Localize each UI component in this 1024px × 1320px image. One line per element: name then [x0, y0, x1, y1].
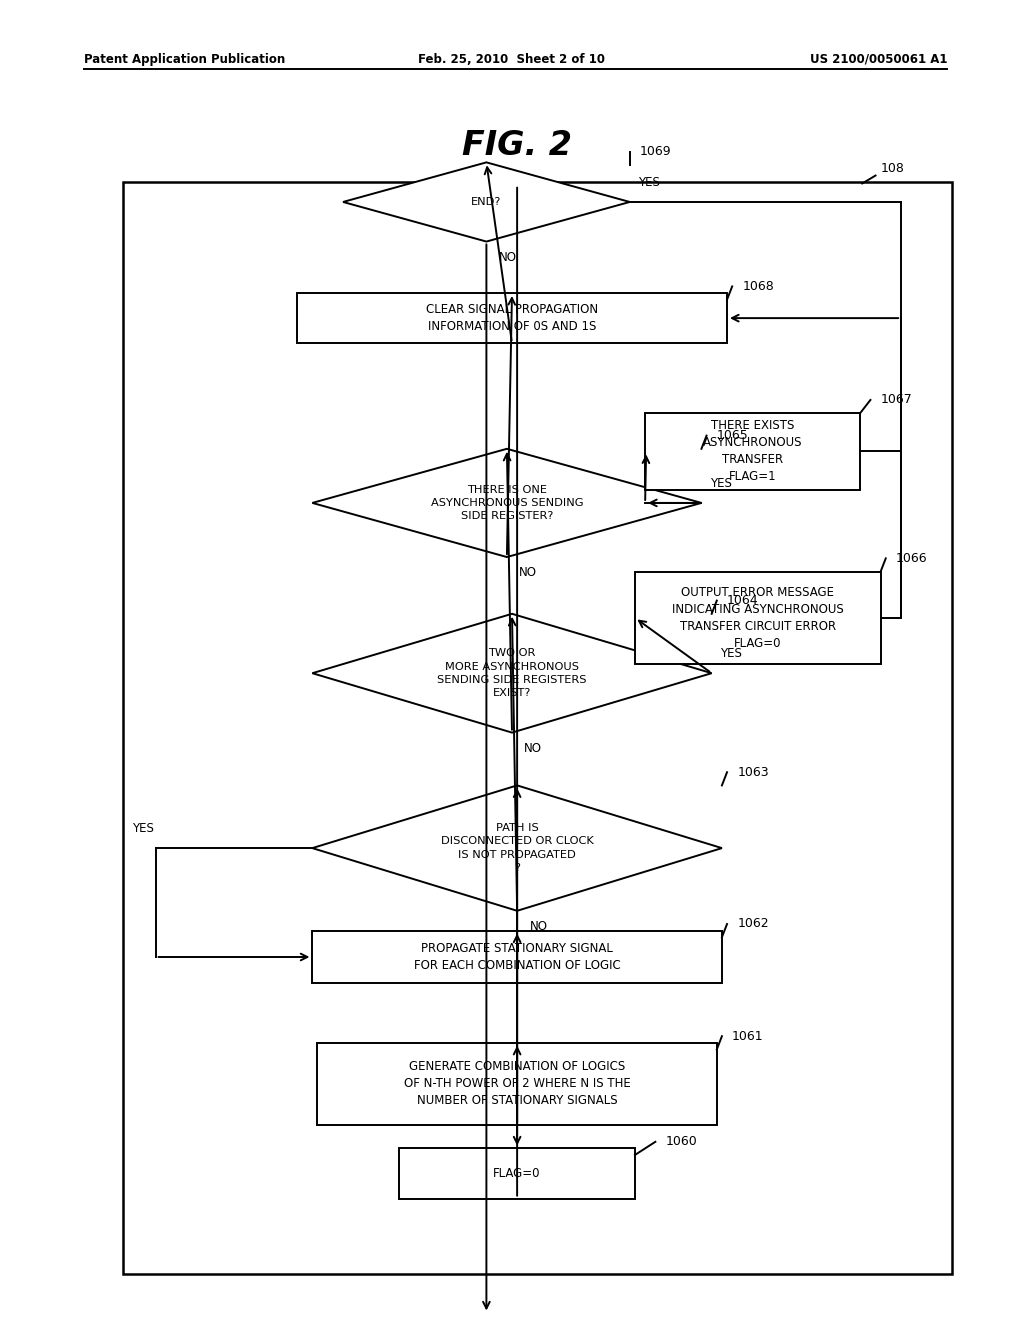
Text: THERE EXISTS
ASYNCHRONOUS
TRANSFER
FLAG=1: THERE EXISTS ASYNCHRONOUS TRANSFER FLAG=… — [702, 420, 803, 483]
Text: US 2100/0050061 A1: US 2100/0050061 A1 — [810, 53, 947, 66]
Text: 1066: 1066 — [896, 552, 928, 565]
Text: THERE IS ONE
ASYNCHRONOUS SENDING
SIDE REGISTER?: THERE IS ONE ASYNCHRONOUS SENDING SIDE R… — [431, 484, 583, 521]
Text: 1063: 1063 — [737, 766, 769, 779]
Polygon shape — [312, 449, 701, 557]
Polygon shape — [312, 785, 722, 911]
Text: 1061: 1061 — [732, 1030, 764, 1043]
Polygon shape — [312, 614, 712, 733]
Text: YES: YES — [710, 477, 731, 490]
Text: Feb. 25, 2010  Sheet 2 of 10: Feb. 25, 2010 Sheet 2 of 10 — [419, 53, 605, 66]
Text: TWO OR
MORE ASYNCHRONOUS
SENDING SIDE REGISTERS
EXIST?: TWO OR MORE ASYNCHRONOUS SENDING SIDE RE… — [437, 648, 587, 698]
Text: FLAG=0: FLAG=0 — [494, 1167, 541, 1180]
Text: NO: NO — [524, 742, 543, 755]
Text: PATH IS
DISCONNECTED OR CLOCK
IS NOT PROPAGATED
?: PATH IS DISCONNECTED OR CLOCK IS NOT PRO… — [440, 824, 594, 873]
Text: YES: YES — [720, 647, 741, 660]
Text: FIG. 2: FIG. 2 — [462, 129, 572, 162]
Text: 108: 108 — [881, 162, 904, 176]
Text: 1067: 1067 — [881, 393, 912, 407]
Text: 1060: 1060 — [666, 1135, 697, 1148]
Text: CLEAR SIGNAL PROPAGATION
INFORMATION OF 0S AND 1S: CLEAR SIGNAL PROPAGATION INFORMATION OF … — [426, 304, 598, 333]
Text: NO: NO — [529, 920, 548, 933]
Text: YES: YES — [132, 822, 154, 834]
Bar — [297, 293, 727, 343]
Text: Patent Application Publication: Patent Application Publication — [84, 53, 286, 66]
Polygon shape — [343, 162, 630, 242]
Bar — [635, 572, 881, 664]
Text: NO: NO — [519, 566, 538, 579]
Text: 1068: 1068 — [742, 280, 774, 293]
Bar — [317, 1043, 717, 1125]
Text: 1064: 1064 — [727, 594, 759, 607]
Text: NO: NO — [499, 251, 517, 264]
Bar — [399, 1148, 635, 1199]
Text: PROPAGATE STATIONARY SIGNAL
FOR EACH COMBINATION OF LOGIC: PROPAGATE STATIONARY SIGNAL FOR EACH COM… — [414, 942, 621, 972]
Text: OUTPUT ERROR MESSAGE
INDICATING ASYNCHRONOUS
TRANSFER CIRCUIT ERROR
FLAG=0: OUTPUT ERROR MESSAGE INDICATING ASYNCHRO… — [672, 586, 844, 649]
Bar — [645, 413, 860, 490]
Bar — [123, 182, 952, 1274]
Text: 1062: 1062 — [737, 917, 769, 931]
Text: YES: YES — [638, 176, 659, 189]
Text: 1065: 1065 — [717, 429, 749, 442]
Text: 1069: 1069 — [640, 145, 672, 158]
Text: GENERATE COMBINATION OF LOGICS
OF N-TH POWER OF 2 WHERE N IS THE
NUMBER OF STATI: GENERATE COMBINATION OF LOGICS OF N-TH P… — [403, 1060, 631, 1107]
Bar — [312, 931, 722, 983]
Text: END?: END? — [471, 197, 502, 207]
